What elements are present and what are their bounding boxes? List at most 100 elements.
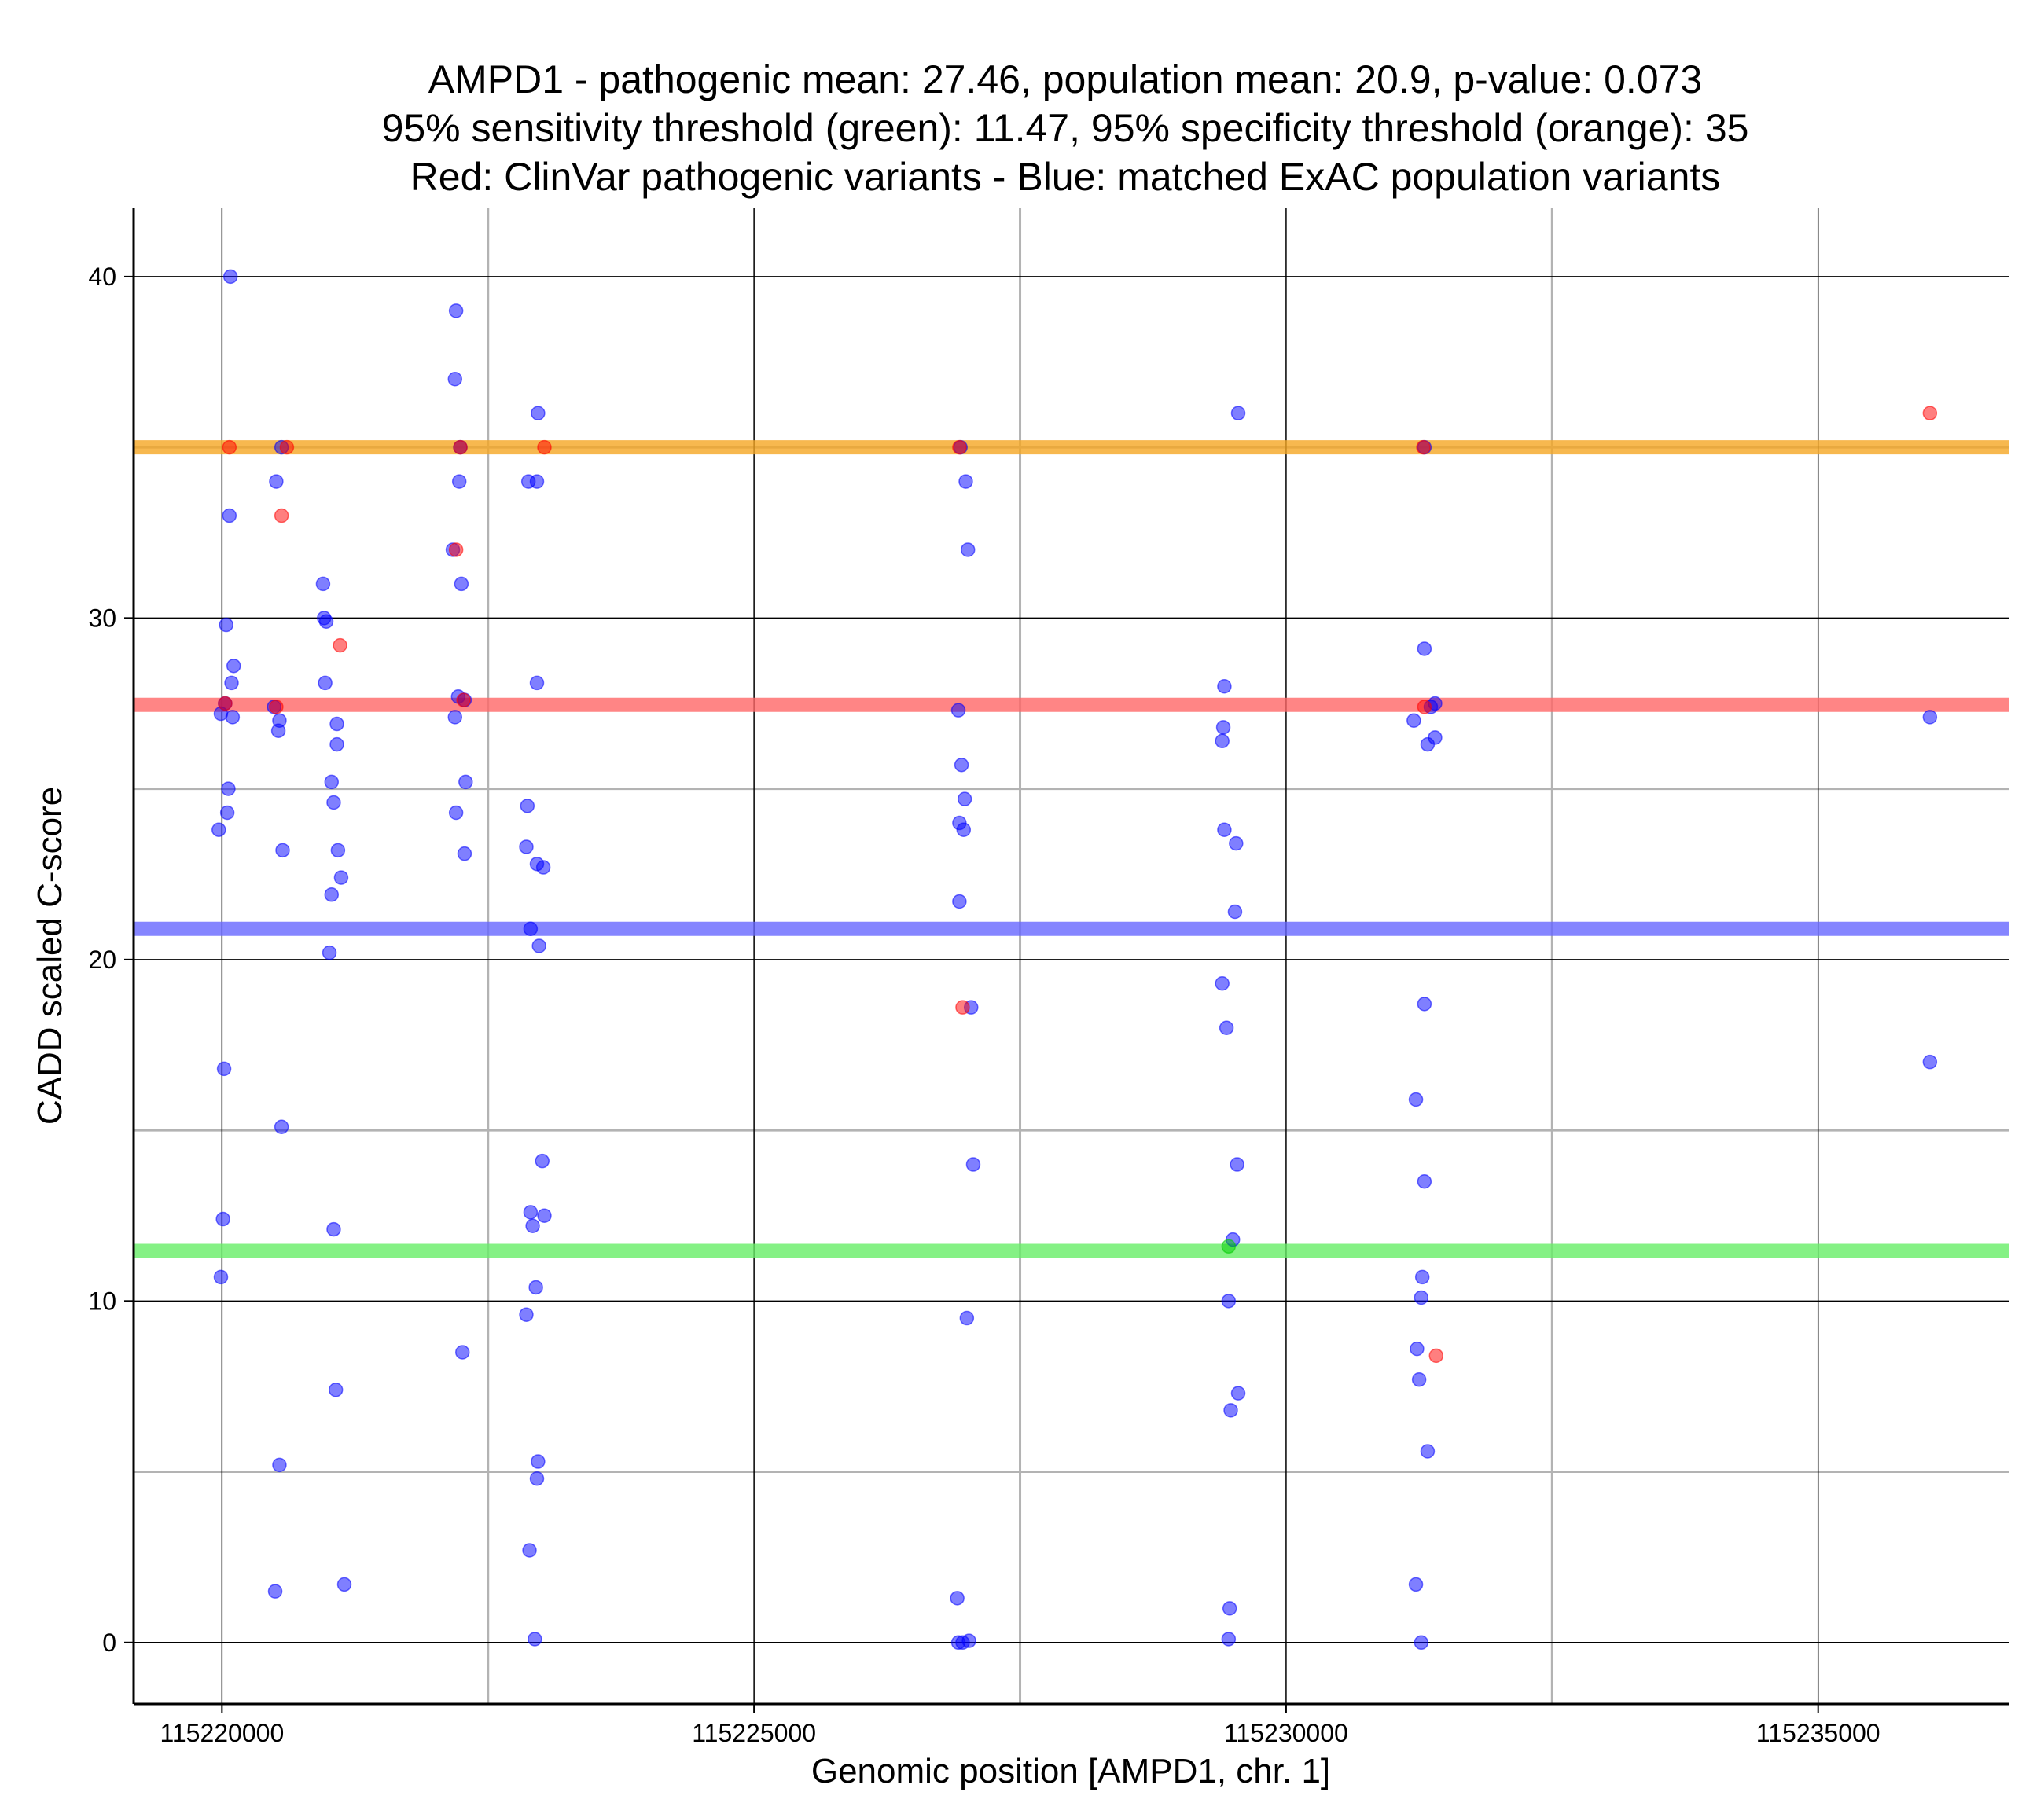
data-point [950, 703, 966, 718]
data-point [324, 887, 340, 902]
data-point [211, 822, 226, 837]
data-point [520, 799, 535, 813]
data-point [1416, 439, 1431, 455]
data-point [1417, 641, 1432, 656]
y-tick-label: 40 [88, 263, 116, 291]
data-point [952, 439, 967, 455]
data-point [525, 1218, 540, 1233]
data-point [451, 474, 467, 489]
data-point [222, 439, 237, 455]
data-point [1922, 406, 1938, 420]
y-axis-title: CADD scaled C-score [31, 787, 69, 1125]
chart-title-line-3: Red: ClinVar pathogenic variants - Blue:… [410, 155, 1721, 199]
data-point [448, 303, 464, 318]
data-point [1411, 1372, 1427, 1387]
x-tick-label: 115220000 [160, 1719, 284, 1747]
data-point [456, 692, 471, 707]
data-point [1410, 1341, 1425, 1357]
data-point [960, 542, 976, 557]
data-point [1420, 1444, 1436, 1459]
data-point [1406, 713, 1421, 728]
data-point [318, 675, 333, 691]
data-point [1922, 710, 1938, 725]
data-point [1408, 1092, 1424, 1107]
data-point [529, 675, 545, 691]
x-tick-label: 115235000 [1756, 1719, 1880, 1747]
data-point [329, 716, 344, 732]
data-point [269, 474, 284, 489]
data-point [1230, 1386, 1246, 1401]
data-point [225, 710, 241, 725]
data-point [213, 1269, 229, 1285]
axis-ticks: 0 10 20 30 40 115220000 115225000 115230000 1152… [88, 263, 1880, 1747]
data-point [269, 700, 284, 714]
data-point [448, 542, 464, 557]
data-point [519, 1307, 534, 1322]
data-point [330, 843, 346, 858]
data-point [447, 371, 463, 387]
data-point [523, 1205, 539, 1220]
data-point [267, 1584, 283, 1599]
data-point [961, 1633, 976, 1648]
data-point [318, 614, 334, 629]
data-point [1414, 1290, 1429, 1305]
data-point [1922, 1054, 1938, 1070]
data-point [1229, 835, 1244, 851]
data-point [279, 439, 295, 455]
data-point [522, 1543, 537, 1558]
data-point [1222, 1601, 1237, 1616]
data-point [959, 1310, 975, 1326]
data-point [1217, 822, 1232, 837]
data-point [455, 1345, 470, 1360]
data-point [1215, 720, 1231, 735]
data-point [328, 1383, 344, 1397]
data-point [1215, 733, 1230, 749]
data-point [958, 474, 973, 489]
y-tick-label: 0 [102, 1629, 116, 1657]
data-point [215, 1211, 230, 1227]
data-point [333, 637, 347, 653]
data-point [955, 1000, 970, 1015]
data-point [965, 1157, 981, 1172]
chart-title-line-2: 95% sensitivity threshold (green): 11.47… [382, 106, 1749, 150]
gridlines [134, 208, 2009, 1704]
data-point [322, 945, 337, 960]
data-point [954, 757, 969, 773]
data-point [453, 439, 468, 455]
data-point [1223, 1403, 1238, 1418]
data-point [535, 860, 551, 875]
data-point [531, 1454, 546, 1469]
data-point [1215, 976, 1230, 991]
data-point [218, 696, 233, 711]
x-tick-label: 115230000 [1224, 1719, 1348, 1747]
data-point [270, 723, 286, 738]
data-point [329, 736, 344, 752]
data-point [535, 1153, 550, 1169]
data-point [957, 791, 972, 806]
data-point [1219, 1020, 1234, 1035]
y-tick-label: 20 [88, 946, 116, 974]
data-point [531, 406, 546, 420]
data-point [274, 508, 289, 523]
data-point [523, 921, 539, 936]
data-point [952, 894, 967, 909]
data-point [529, 474, 545, 489]
data-point [537, 439, 552, 455]
data-points [211, 269, 1938, 1651]
data-point [1420, 736, 1436, 752]
data-point [1417, 997, 1432, 1012]
data-point [333, 870, 349, 885]
data-point [950, 1591, 965, 1606]
data-point [222, 508, 237, 523]
data-point [1230, 1157, 1244, 1172]
data-point [1221, 1294, 1237, 1309]
data-point [226, 658, 241, 674]
data-point [1414, 1635, 1429, 1651]
data-point [326, 795, 341, 810]
data-point [457, 846, 472, 861]
data-point [458, 774, 473, 790]
data-point [1417, 1174, 1432, 1189]
data-point [1417, 700, 1432, 714]
axes [132, 208, 2009, 1706]
